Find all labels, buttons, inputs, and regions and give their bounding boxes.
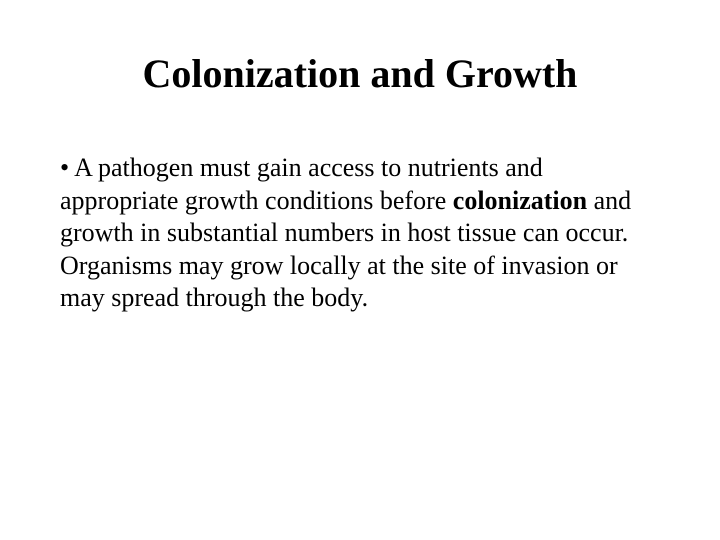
slide-title: Colonization and Growth	[60, 50, 660, 97]
body-text-bold: colonization	[453, 186, 587, 215]
slide: Colonization and Growth • A pathogen mus…	[0, 0, 720, 540]
slide-body: • A pathogen must gain access to nutrien…	[60, 152, 660, 315]
bullet-marker: •	[60, 153, 69, 182]
